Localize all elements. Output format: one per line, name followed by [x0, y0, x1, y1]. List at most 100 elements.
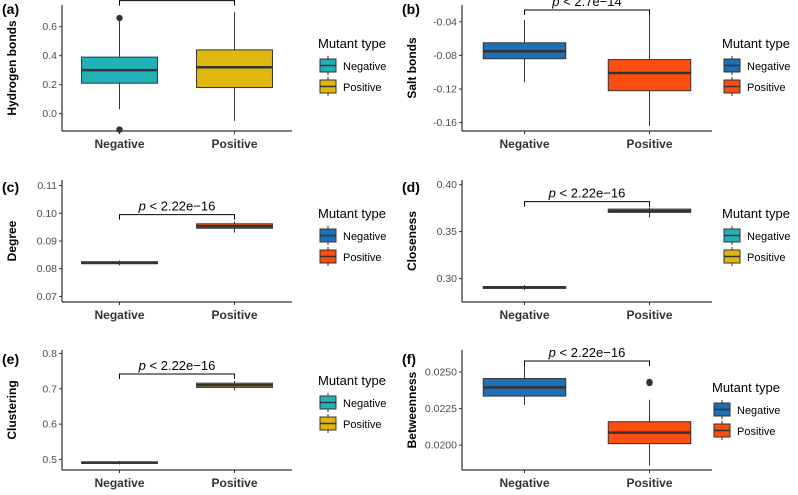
y-tick-label: 0.0200	[425, 440, 457, 452]
legend: Mutant type Negative Positive	[712, 380, 780, 440]
y-tick-label: 0.4	[42, 50, 57, 62]
panel-label: (d)	[402, 179, 420, 195]
legend-item-positive: Positive	[723, 247, 786, 266]
box-rect	[607, 59, 692, 92]
panel-label: (c)	[2, 179, 19, 195]
box-negative	[81, 14, 158, 133]
legend-item-negative: Negative	[319, 226, 386, 245]
legend-title: Mutant type	[722, 206, 790, 221]
legend-item-negative: Negative	[723, 56, 790, 75]
box-positive	[196, 221, 273, 233]
significance-bracket	[524, 201, 650, 207]
legend-title: Mutant type	[722, 36, 790, 51]
p-symbol: p	[551, 0, 559, 9]
x-tick-label-positive: Positive	[626, 308, 672, 322]
box-negative	[81, 260, 158, 266]
significance-label: p < 2.22e−16	[548, 345, 626, 360]
legend: Mutant type Negative Positive	[318, 206, 386, 266]
y-tick-label: 0.07	[37, 291, 58, 303]
y-tick-label: 0.2	[42, 79, 57, 91]
panel-b: (b) Salt bonds -0.16 -0.12 -0.08 -0.04 Negativ…	[402, 0, 790, 151]
panel-f: (f) Betweenness 0.0200 0.0225 0.0250 Negative…	[402, 345, 780, 490]
y-tick-label: 0.40	[437, 179, 458, 191]
y-tick-label: 0.7	[42, 383, 57, 395]
y-tick-label: -0.16	[433, 117, 457, 129]
legend-title: Mutant type	[318, 36, 386, 51]
p-symbol: p	[548, 345, 556, 360]
panel-a: (a) Hydrogen bonds 0.0 0.2 0.4 0.6 Negative Pos…	[2, 0, 386, 151]
y-tick-label: 0.11	[37, 180, 57, 192]
legend-item-negative: Negative	[319, 56, 386, 75]
x-tick-label-positive: Positive	[211, 137, 257, 151]
y-tick-label: 0.10	[37, 208, 58, 220]
box-positive	[607, 207, 692, 218]
panel-label: (a)	[2, 1, 19, 17]
panel-d: (d) Closeness 0.30 0.35 0.40 Negative Positive…	[402, 179, 790, 322]
panel-e: (e) Clustering 0.5 0.6 0.7 0.8 Negative Positiv…	[2, 348, 386, 490]
legend-title: Mutant type	[318, 206, 386, 221]
legend-item-negative: Negative	[723, 226, 790, 245]
box-positive	[607, 13, 692, 126]
y-axis-label: Hydrogen bonds	[5, 20, 19, 116]
legend-label: Positive	[747, 82, 786, 94]
panel-label: (e)	[2, 351, 19, 367]
x-tick-label-positive: Positive	[626, 476, 672, 490]
outlier-point	[116, 126, 123, 133]
panel-label: (b)	[402, 1, 420, 17]
x-tick-label-negative: Negative	[499, 308, 549, 322]
p-symbol: p	[548, 186, 556, 201]
legend-item-negative: Negative	[713, 400, 780, 419]
significance-label: p < 2.22e−16	[138, 358, 216, 373]
p-value-text: < 2.7e−14	[560, 0, 622, 9]
y-tick-label: -0.08	[433, 50, 457, 62]
significance-label: p < 2.22e−16	[548, 186, 626, 201]
y-axis-label: Clustering	[5, 380, 19, 439]
x-tick-label-negative: Negative	[94, 137, 144, 151]
legend-title: Mutant type	[712, 380, 780, 395]
p-value-text: < 2.22e−16	[146, 199, 215, 214]
significance-label: p < 2.7e−14	[551, 0, 621, 9]
box-positive	[607, 378, 692, 466]
legend-label: Positive	[343, 252, 382, 264]
x-tick-label-negative: Negative	[499, 476, 549, 490]
y-tick-label: 0.6	[42, 21, 57, 33]
legend-label: Positive	[737, 426, 776, 438]
y-tick-label: 0.0225	[425, 403, 457, 415]
legend-item-positive: Positive	[319, 414, 382, 433]
x-tick-label-positive: Positive	[626, 137, 672, 151]
y-tick-label: 0.8	[42, 348, 57, 360]
legend-item-positive: Positive	[319, 77, 382, 96]
significance-bracket	[119, 214, 235, 220]
legend-label: Negative	[343, 231, 386, 243]
box-negative	[482, 20, 567, 83]
box-negative	[81, 460, 158, 465]
y-tick-label: -0.12	[433, 84, 457, 96]
y-tick-label: 0.5	[42, 454, 57, 466]
y-tick-label: 0.6	[42, 419, 57, 431]
legend: Mutant type Negative Positive	[318, 36, 386, 96]
significance-bracket	[524, 360, 650, 366]
legend-title: Mutant type	[318, 373, 386, 388]
panel-c: (c) Degree 0.07 0.08 0.09 0.10 0.11 Negative Pos…	[2, 179, 386, 322]
y-tick-label: -0.04	[433, 16, 457, 28]
legend-label: Negative	[343, 398, 386, 410]
legend-item-positive: Positive	[713, 421, 776, 440]
significance-bracket	[524, 9, 650, 16]
legend-label: Negative	[343, 61, 386, 73]
legend-item-positive: Positive	[319, 247, 382, 266]
significance-bracket	[119, 373, 235, 379]
p-value-text: < 2.22e−16	[556, 345, 625, 360]
box-positive	[196, 12, 273, 121]
y-tick-label: 0.30	[437, 273, 458, 285]
p-value-text: < 2.22e−16	[146, 358, 215, 373]
y-axis-label: Closeness	[405, 211, 419, 271]
panel-label: (f)	[402, 351, 416, 367]
legend: Mutant type Negative Positive	[722, 206, 790, 266]
legend-label: Positive	[343, 419, 382, 431]
x-tick-label-positive: Positive	[211, 476, 257, 490]
legend: Mutant type Negative Positive	[318, 373, 386, 433]
legend-item-positive: Positive	[723, 77, 786, 96]
y-axis-label: Degree	[5, 220, 19, 261]
x-tick-label-positive: Positive	[211, 308, 257, 322]
